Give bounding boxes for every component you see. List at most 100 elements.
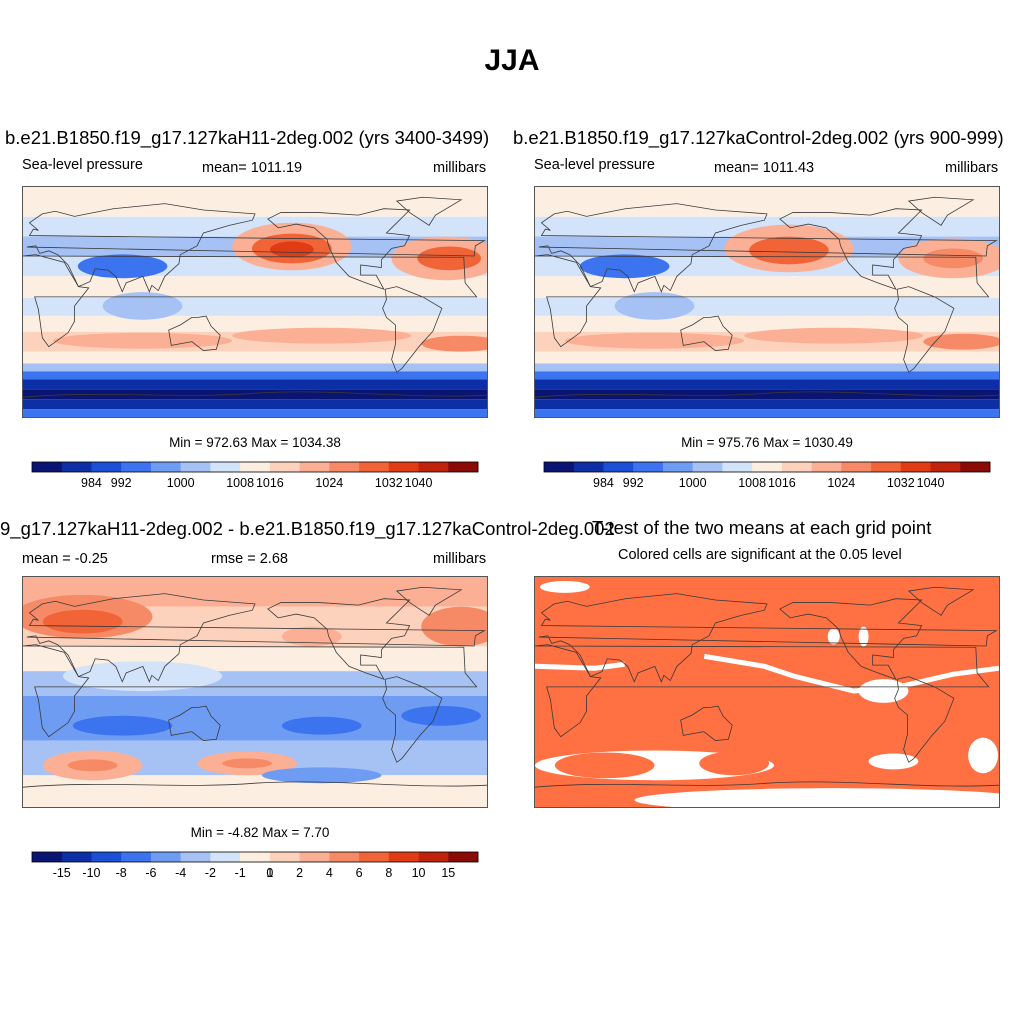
colorbar-swatch bbox=[448, 852, 479, 862]
colorbar-swatch bbox=[662, 462, 693, 472]
panel3-map-svg bbox=[23, 577, 487, 807]
field-contour bbox=[222, 758, 272, 769]
antarctica-outline bbox=[535, 391, 999, 398]
field-contour bbox=[102, 292, 183, 320]
continent-outlines bbox=[23, 196, 487, 398]
colorbar-swatch bbox=[121, 852, 152, 862]
continent-outline bbox=[168, 705, 221, 741]
field-band bbox=[535, 409, 999, 417]
continent-outline bbox=[680, 315, 733, 351]
colorbar-tick-label: 8 bbox=[385, 866, 392, 880]
continent-outline bbox=[267, 598, 411, 680]
panel2-units-label: millibars bbox=[945, 160, 999, 176]
non-significant-cells bbox=[868, 753, 919, 770]
field-contour bbox=[232, 327, 412, 344]
colorbar-swatch bbox=[329, 852, 360, 862]
panel4-subtitle: Colored cells are significant at the 0.0… bbox=[618, 547, 902, 563]
panel4-title: T-test of the two means at each grid poi… bbox=[592, 517, 932, 538]
colorbar-swatch bbox=[32, 852, 63, 862]
continent-outline bbox=[538, 593, 998, 683]
panel1-map bbox=[22, 186, 488, 418]
colorbar-tick-label: 1008 bbox=[738, 476, 766, 490]
field-band bbox=[23, 363, 487, 372]
panel4-map bbox=[534, 576, 1000, 808]
field-band bbox=[23, 379, 487, 390]
field-contour bbox=[42, 609, 123, 634]
field-contour bbox=[67, 759, 118, 772]
field-contour bbox=[269, 241, 314, 258]
continent-outline bbox=[779, 208, 923, 290]
field-band bbox=[535, 351, 999, 364]
colorbar-swatch bbox=[388, 462, 419, 472]
panel4-map-svg bbox=[535, 577, 999, 807]
colorbar-frame bbox=[31, 851, 479, 863]
field-band bbox=[23, 389, 487, 400]
continent-outline bbox=[535, 254, 990, 348]
colorbar-tick-label: 992 bbox=[111, 476, 132, 490]
colorbar-tick-label: 1016 bbox=[256, 476, 284, 490]
continent-outlines bbox=[535, 196, 999, 398]
colorbar-swatch bbox=[900, 462, 931, 472]
colorbar-swatch bbox=[841, 462, 872, 472]
field-contour bbox=[421, 335, 487, 352]
continent-outlines bbox=[535, 586, 999, 788]
colorbar-swatch bbox=[121, 462, 152, 472]
colorbar-frame bbox=[31, 461, 479, 473]
panel2-map bbox=[534, 186, 1000, 418]
field-contour bbox=[923, 248, 984, 269]
panel1-title: b.e21.B1850.f19_g17.127kaH11-2deg.002 (y… bbox=[5, 127, 490, 148]
continent-outline bbox=[26, 593, 486, 683]
continent-outline bbox=[395, 586, 463, 616]
panel1-mean-label: mean= 1011.19 bbox=[202, 160, 303, 176]
field-band bbox=[23, 187, 487, 217]
field-band bbox=[535, 363, 999, 372]
colorbar-swatch bbox=[448, 462, 479, 472]
colorbar-tick-label: -2 bbox=[205, 866, 216, 880]
colorbar-tick-label: 0 bbox=[266, 866, 273, 880]
non-significant-cells bbox=[968, 737, 999, 774]
field-contour bbox=[62, 661, 223, 692]
continent-outline bbox=[538, 203, 998, 293]
colorbar-swatch bbox=[210, 462, 241, 472]
colorbar-tick-label: 1032 bbox=[375, 476, 403, 490]
colorbar-swatch bbox=[781, 462, 812, 472]
panel2-mean-label: mean= 1011.43 bbox=[714, 160, 815, 176]
colorbar-swatch bbox=[91, 852, 122, 862]
colorbar-swatch bbox=[603, 462, 634, 472]
colorbar-tick-label: 1024 bbox=[315, 476, 343, 490]
colorbar-tick-label: -15 bbox=[53, 866, 71, 880]
continent-outline bbox=[907, 196, 975, 226]
colorbar-swatch bbox=[329, 462, 360, 472]
colorbar-swatch bbox=[573, 462, 604, 472]
field-contour bbox=[421, 606, 487, 647]
colorbar-tick-label: 1000 bbox=[167, 476, 195, 490]
colorbar-swatch bbox=[180, 462, 211, 472]
continent-outlines bbox=[23, 586, 487, 788]
panel1-units-label: millibars bbox=[433, 160, 487, 176]
colorbar-tick-label: 1 bbox=[266, 866, 273, 880]
non-significant-cells bbox=[535, 653, 999, 694]
colorbar-frame bbox=[543, 461, 991, 473]
non-significant-cells bbox=[634, 788, 999, 807]
field-band bbox=[535, 379, 999, 390]
non-significant-cells bbox=[858, 626, 869, 647]
field-contour bbox=[417, 246, 482, 271]
field-band bbox=[535, 187, 999, 217]
colorbar-swatch bbox=[722, 462, 753, 472]
colorbar-tick-label: -1 bbox=[235, 866, 246, 880]
colorbar-swatch bbox=[633, 462, 664, 472]
colorbar-tick-label: -6 bbox=[145, 866, 156, 880]
field-contour bbox=[261, 767, 382, 784]
colorbar-swatch bbox=[418, 462, 449, 472]
field-contour bbox=[579, 254, 670, 279]
field-band bbox=[23, 315, 487, 332]
antarctica-outline bbox=[23, 391, 487, 398]
colorbar-swatch bbox=[359, 462, 390, 472]
colorbar-tick-label: 1024 bbox=[827, 476, 855, 490]
significant-cells bbox=[554, 752, 655, 779]
colorbar-tick-label: 1040 bbox=[917, 476, 945, 490]
panel1-map-svg bbox=[23, 187, 487, 417]
continent-outline bbox=[894, 286, 955, 373]
field-band bbox=[535, 399, 999, 410]
colorbar-tick-label: 992 bbox=[623, 476, 644, 490]
